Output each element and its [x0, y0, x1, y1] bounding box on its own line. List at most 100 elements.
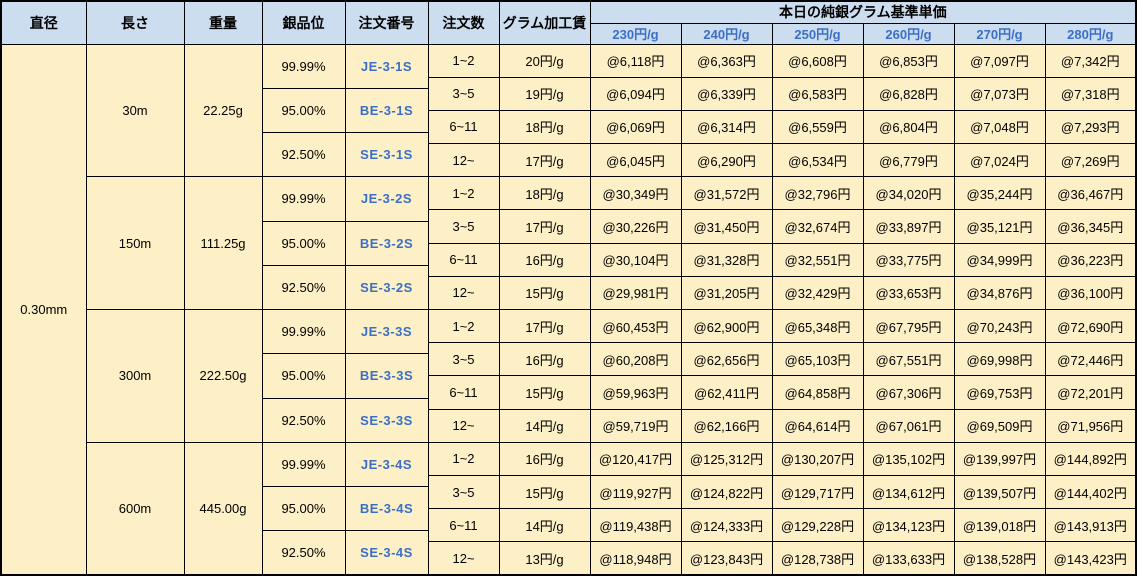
purity-cell: 92.50%: [261, 397, 346, 443]
price-cell: @119,927円: [589, 474, 682, 510]
price-cell: @34,020円: [862, 176, 955, 211]
weight-cell: 445.00g: [183, 441, 263, 576]
length-cell: 150m: [85, 176, 185, 310]
quantity-cell: 6~11: [427, 508, 500, 543]
price-cell: @7,048円: [953, 109, 1046, 145]
fee-cell: 15円/g: [498, 275, 591, 311]
purity-cell: 95.00%: [261, 87, 346, 134]
price-cell: @144,402円: [1044, 474, 1137, 510]
quantity-cell: 3~5: [427, 209, 500, 244]
price-cell: @134,612円: [862, 474, 955, 510]
price-cell: @70,243円: [953, 308, 1046, 344]
quantity-cell: 1~2: [427, 441, 500, 476]
price-cell: @60,208円: [589, 342, 682, 377]
price-cell: @69,998円: [953, 342, 1046, 377]
price-cell: @6,339円: [680, 76, 773, 111]
weight-cell: 22.25g: [183, 43, 263, 178]
fee-cell: 19円/g: [498, 76, 591, 111]
weight-cell: 222.50g: [183, 309, 263, 443]
quantity-cell: 6~11: [427, 242, 500, 277]
purity-cell: 99.99%: [261, 441, 346, 488]
unit-price-header-260: 260円/g: [862, 22, 955, 45]
unit-price-header-250: 250円/g: [771, 22, 864, 45]
order-number-cell: BE-3-1S: [344, 87, 429, 134]
price-cell: @69,753円: [953, 375, 1046, 410]
fee-cell: 20円/g: [498, 43, 591, 78]
price-cell: @119,438円: [589, 508, 682, 543]
order-number-cell: JE-3-4S: [344, 441, 429, 488]
price-cell: @139,997円: [953, 441, 1046, 476]
price-cell: @6,608円: [771, 43, 864, 78]
price-cell: @67,795円: [862, 308, 955, 344]
price-cell: @59,719円: [589, 408, 682, 443]
price-cell: @35,121円: [953, 209, 1046, 244]
quantity-cell: 3~5: [427, 76, 500, 111]
quantity-cell: 12~: [427, 143, 500, 178]
unit-price-header-230: 230円/g: [589, 22, 682, 45]
price-cell: @33,653円: [862, 275, 955, 311]
price-cell: @6,314円: [680, 109, 773, 145]
order-number-cell: SE-3-4S: [344, 530, 429, 576]
price-cell: @7,097円: [953, 43, 1046, 78]
price-cell: @69,509円: [953, 408, 1046, 443]
price-cell: @31,572円: [680, 176, 773, 211]
purity-cell: 92.50%: [261, 131, 346, 178]
unit-price-header-270: 270円/g: [953, 22, 1046, 45]
unit-price-header-280: 280円/g: [1044, 22, 1137, 45]
fee-cell: 16円/g: [498, 342, 591, 377]
price-cell: @6,853円: [862, 43, 955, 78]
price-cell: @7,318円: [1044, 76, 1137, 111]
price-cell: @62,656円: [680, 342, 773, 377]
diameter-cell: 0.30mm: [0, 43, 87, 576]
quantity-cell: 12~: [427, 408, 500, 443]
price-cell: @71,956円: [1044, 408, 1137, 443]
fee-cell: 14円/g: [498, 508, 591, 543]
fee-cell: 18円/g: [498, 109, 591, 145]
price-group-header: 本日の純銀グラム基準単価: [589, 0, 1137, 24]
price-cell: @139,507円: [953, 474, 1046, 510]
length-cell: 30m: [85, 43, 185, 178]
quantity-cell: 1~2: [427, 43, 500, 78]
price-cell: @6,290円: [680, 143, 773, 178]
price-cell: @32,551円: [771, 242, 864, 277]
price-cell: @36,100円: [1044, 275, 1137, 311]
fee-cell: 14円/g: [498, 408, 591, 443]
order-number-cell: JE-3-1S: [344, 43, 429, 89]
price-cell: @29,981円: [589, 275, 682, 311]
order-number-cell: JE-3-3S: [344, 308, 429, 355]
price-cell: @32,674円: [771, 209, 864, 244]
fee-cell: 18円/g: [498, 176, 591, 211]
price-cell: @128,738円: [771, 541, 864, 576]
price-cell: @124,822円: [680, 474, 773, 510]
price-cell: @7,024円: [953, 143, 1046, 178]
col-header-gram-fee: グラム加工賃: [498, 0, 591, 45]
price-cell: @6,779円: [862, 143, 955, 178]
price-cell: @67,551円: [862, 342, 955, 377]
purity-cell: 95.00%: [261, 220, 346, 266]
price-cell: @35,244円: [953, 176, 1046, 211]
price-cell: @72,446円: [1044, 342, 1137, 377]
price-cell: @31,328円: [680, 242, 773, 277]
price-cell: @125,312円: [680, 441, 773, 476]
fee-cell: 17円/g: [498, 308, 591, 344]
price-cell: @120,417円: [589, 441, 682, 476]
price-cell: @124,333円: [680, 508, 773, 543]
price-cell: @30,226円: [589, 209, 682, 244]
price-cell: @30,104円: [589, 242, 682, 277]
quantity-cell: 3~5: [427, 474, 500, 510]
purity-cell: 99.99%: [261, 43, 346, 89]
price-cell: @6,094円: [589, 76, 682, 111]
price-cell: @59,963円: [589, 375, 682, 410]
quantity-cell: 1~2: [427, 176, 500, 211]
price-cell: @62,166円: [680, 408, 773, 443]
col-header-order-number: 注文番号: [344, 0, 429, 45]
price-cell: @6,583円: [771, 76, 864, 111]
col-header-order-quantity: 注文数: [427, 0, 500, 45]
price-cell: @36,467円: [1044, 176, 1137, 211]
length-cell: 300m: [85, 309, 185, 443]
price-cell: @144,892円: [1044, 441, 1137, 476]
price-cell: @36,345円: [1044, 209, 1137, 244]
price-cell: @6,045円: [589, 143, 682, 178]
purity-cell: 92.50%: [261, 530, 346, 576]
price-cell: @139,018円: [953, 508, 1046, 543]
